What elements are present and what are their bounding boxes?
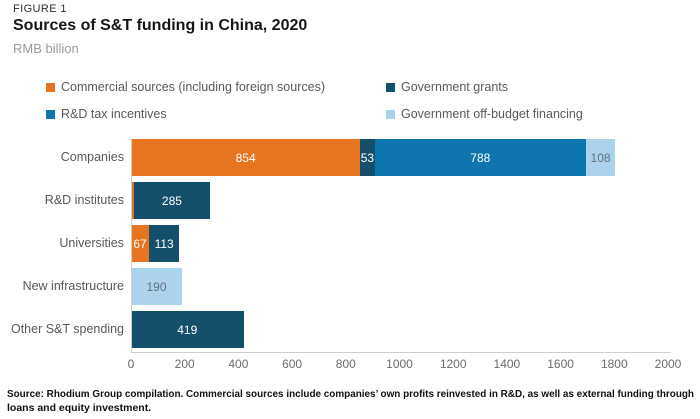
bar-value-label: 67 <box>133 236 147 251</box>
bar-segment: 108 <box>586 139 616 176</box>
category-label: New infrastructure <box>22 279 124 293</box>
source-note: Source: Rhodium Group compilation. Comme… <box>7 387 694 415</box>
bar-row: 854 53 788 108 <box>131 139 616 176</box>
legend-item: Government grants <box>386 81 583 93</box>
bar-value-label: 53 <box>360 150 375 165</box>
x-tick-label: 400 <box>228 357 249 371</box>
category-label: Universities <box>59 236 124 250</box>
legend-label: Government off-budget financing <box>401 107 583 121</box>
legend: Commercial sources (including foreign so… <box>46 81 583 120</box>
x-tick-label: 200 <box>174 357 195 371</box>
bar-value-label: 854 <box>235 150 256 165</box>
x-tick-label: 0 <box>127 357 135 371</box>
x-tick-label: 1200 <box>439 357 467 371</box>
bar-value-label: 113 <box>154 236 174 251</box>
legend-swatch <box>46 82 55 92</box>
bar-value-label: 108 <box>590 150 611 165</box>
x-tick-label: 1800 <box>600 357 628 371</box>
y-axis-line <box>131 139 132 353</box>
legend-swatch <box>46 109 55 119</box>
bar-segment: 190 <box>131 268 182 305</box>
legend-item: Commercial sources (including foreign so… <box>46 81 386 93</box>
x-tick-label: 1600 <box>547 357 574 371</box>
legend-swatch <box>386 109 395 119</box>
category-label: Companies <box>60 150 124 164</box>
bar-row: 190 <box>131 268 182 305</box>
bar-value-label: 788 <box>470 150 491 165</box>
category-label: R&D institutes <box>44 193 124 207</box>
bar-segment: 113 <box>148 225 180 262</box>
bar-segment: 285 <box>133 182 211 219</box>
legend-label: Government grants <box>401 80 508 94</box>
bar-value-label: 190 <box>146 279 167 294</box>
x-tick-label: 600 <box>282 357 303 371</box>
x-axis-line <box>131 352 671 353</box>
x-tick-label: 1000 <box>386 357 413 371</box>
x-tick-label: 800 <box>335 357 356 371</box>
bar-segment: 788 <box>374 139 587 176</box>
legend-swatch <box>386 82 395 92</box>
x-axis-ticks: 0 200 400 600 800 1000 1200 1400 1600 1800 2000 <box>127 357 682 371</box>
bar-segment: 854 <box>131 139 361 176</box>
bar-segment: 419 <box>131 311 244 348</box>
legend-item: Government off-budget financing <box>386 108 583 120</box>
bar-segment <box>131 182 134 219</box>
unit-label: RMB billion <box>13 41 79 56</box>
bar-value-label: 285 <box>161 193 182 208</box>
bar-row: 285 <box>131 182 211 219</box>
plot-area: 854 53 788 108 285 67 113 190 419 <box>131 139 668 348</box>
x-tick-label: 1400 <box>493 357 521 371</box>
bar-segment: 67 <box>131 225 149 262</box>
bar-value-label: 419 <box>177 322 198 337</box>
legend-label: Commercial sources (including foreign so… <box>61 80 325 94</box>
bar-row: 419 <box>131 311 244 348</box>
bar-segment: 53 <box>360 139 375 176</box>
source-line-2: loans and equity investment. <box>7 402 152 414</box>
source-line-1: Source: Rhodium Group compilation. Comme… <box>7 388 694 400</box>
legend-item: R&D tax incentives <box>46 108 386 120</box>
x-tick-label: 2000 <box>654 357 682 371</box>
category-labels: Companies R&D institutes Universities New i… <box>0 139 124 348</box>
figure-label: FIGURE 1 <box>13 3 67 15</box>
legend-label: R&D tax incentives <box>61 107 167 121</box>
category-label: Other S&T spending <box>10 322 124 336</box>
bar-row: 67 113 <box>131 225 180 262</box>
chart-title: Sources of S&T funding in China, 2020 <box>13 17 308 34</box>
